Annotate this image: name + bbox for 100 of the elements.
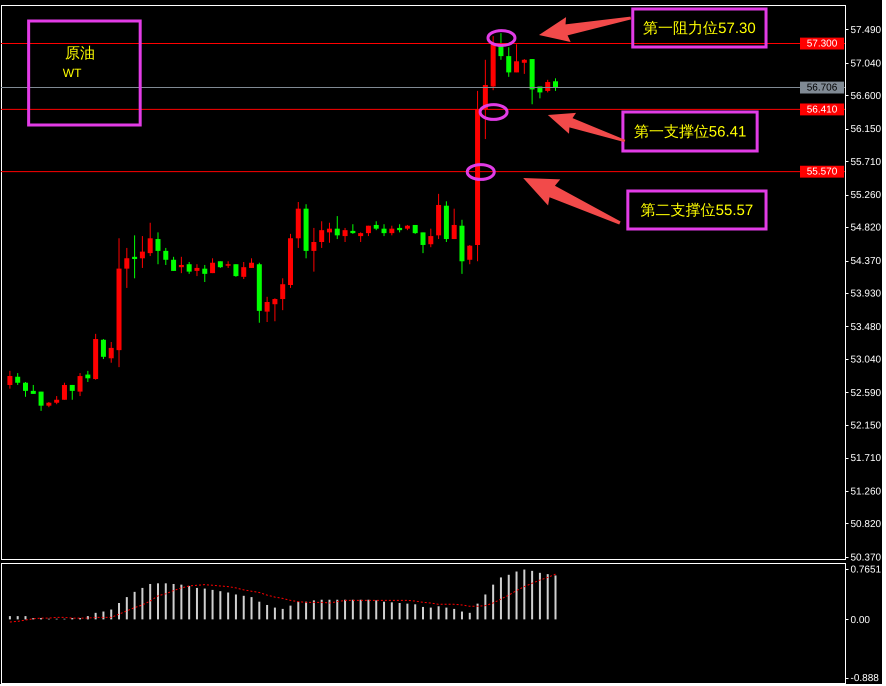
candlestick (140, 236, 145, 268)
candlestick (171, 256, 176, 272)
bar (204, 588, 206, 620)
bar (320, 600, 323, 620)
bar (227, 592, 230, 620)
bar (516, 572, 518, 620)
candlestick (202, 264, 208, 282)
y-tick-label: 53.040 (850, 354, 882, 366)
bar (234, 594, 237, 620)
annotation: 第二支撑位55.57 (640, 202, 754, 219)
y-tick-label: 0.00 (850, 614, 870, 626)
bar (250, 597, 253, 620)
candlestick (194, 264, 200, 277)
bar (398, 603, 401, 620)
y-tick-label: 53.930 (850, 288, 882, 300)
ref-line-label: 55.570 (806, 166, 838, 178)
bar (430, 608, 432, 620)
bar (8, 616, 11, 620)
bar (312, 600, 315, 620)
candlestick (264, 296, 270, 322)
bar (110, 610, 112, 620)
bar (460, 612, 463, 620)
bar (118, 603, 120, 620)
bar (508, 574, 510, 620)
bar (328, 600, 330, 620)
candlestick (124, 247, 130, 288)
bar (500, 577, 502, 620)
candlestick (22, 381, 28, 398)
candlestick (241, 262, 246, 280)
bar (468, 612, 471, 620)
bar (375, 600, 378, 620)
y-tick-label: 53.480 (850, 322, 882, 333)
candlestick (15, 372, 20, 386)
candlestick (38, 391, 44, 412)
candlestick (148, 222, 153, 257)
candlestick (382, 224, 387, 237)
bar (212, 590, 214, 620)
candlestick (249, 258, 254, 268)
bar (24, 616, 26, 620)
bar (134, 592, 136, 620)
candlestick (70, 384, 75, 400)
candlestick (428, 228, 434, 248)
bar (94, 612, 97, 620)
bar (242, 596, 245, 620)
candlestick (467, 244, 472, 265)
candlestick (155, 232, 160, 265)
bar (390, 602, 393, 620)
y-tick-label: 55.710 (850, 156, 882, 168)
candlestick (452, 208, 457, 240)
bar (367, 600, 370, 620)
candlestick (334, 216, 340, 240)
candlestick (163, 247, 168, 266)
y-tick-label: 0.7651 (850, 564, 882, 576)
bar (531, 570, 534, 620)
candlestick (545, 79, 550, 93)
annotation: 第一支撑位56.41 (634, 124, 746, 140)
bar (297, 602, 300, 620)
y-tick-label: 51.710 (850, 453, 882, 464)
bar (476, 604, 479, 620)
y-tick-label: 54.820 (850, 222, 882, 234)
candlestick (210, 258, 216, 274)
bar (289, 606, 292, 620)
y-tick-label: 57.490 (850, 24, 882, 36)
candlestick (108, 341, 114, 364)
candlestick (553, 78, 558, 92)
candlestick (358, 232, 364, 243)
bar (188, 586, 190, 620)
candlestick (186, 262, 192, 274)
bar (258, 602, 260, 620)
candlestick (132, 234, 138, 279)
y-tick-label: 56.600 (850, 90, 882, 102)
bar (360, 600, 362, 620)
candlestick (100, 338, 106, 360)
y-tick-label: 57.040 (850, 58, 882, 70)
y-tick-label: -0.888 (850, 673, 880, 684)
bar (336, 600, 338, 620)
text: WT (62, 66, 82, 80)
bar (352, 600, 354, 620)
bar (383, 602, 386, 620)
candlestick (522, 58, 527, 74)
bar (538, 572, 541, 620)
bar (266, 604, 268, 620)
bar (445, 608, 448, 620)
bar (16, 616, 19, 620)
y-tick-label: 51.260 (850, 486, 882, 498)
candlestick (7, 370, 12, 390)
y-tick-label: 50.820 (850, 518, 882, 530)
candlestick (420, 232, 426, 254)
candlestick (85, 370, 90, 382)
ref-line-label: 56.706 (806, 82, 838, 94)
line-series (9, 574, 556, 623)
candlestick (506, 46, 512, 78)
bar (438, 606, 440, 620)
bar (164, 583, 167, 620)
bar (453, 608, 456, 620)
candlestick (389, 225, 394, 236)
candlestick (350, 224, 356, 234)
candlestick (326, 222, 332, 244)
bar (406, 604, 408, 620)
bar (344, 600, 346, 620)
